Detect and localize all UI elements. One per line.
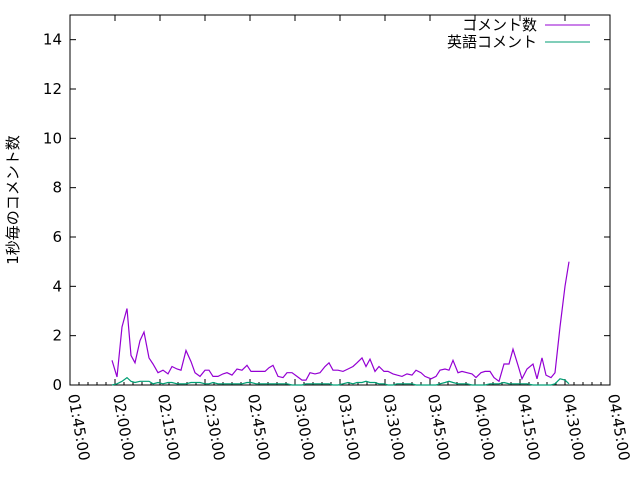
- x-tick-label: 04:15:00: [514, 393, 543, 462]
- y-tick-label: 12: [43, 80, 62, 98]
- y-axis-ticks: 0 2 4 6 8 10 12 14: [43, 31, 610, 394]
- series-lines: [111, 261, 570, 386]
- y-axis-label: 1秒毎のコメント数: [4, 135, 22, 265]
- y-tick-label: 2: [52, 327, 62, 345]
- x-tick-label: 04:00:00: [469, 393, 498, 462]
- x-tick-label: 04:30:00: [559, 393, 588, 462]
- y-tick-label: 10: [43, 129, 62, 147]
- x-tick-label: 02:45:00: [244, 393, 273, 462]
- series-line-1: [111, 376, 570, 386]
- x-tick-label: 02:15:00: [154, 393, 183, 462]
- x-tick-label: 03:15:00: [334, 393, 363, 462]
- x-tick-label: 02:30:00: [199, 393, 228, 462]
- legend-label-0: コメント数: [462, 16, 537, 34]
- plot-frame: [69, 14, 611, 386]
- x-axis-ticks: 01:45:00 02:00:00 02:15:00 02:30:00 02:45:00…: [64, 15, 633, 462]
- legend: コメント数 英語コメント: [447, 16, 590, 51]
- x-tick-label: 03:00:00: [289, 393, 318, 462]
- y-tick-label: 4: [52, 277, 62, 295]
- y-tick-label: 14: [43, 31, 62, 49]
- y-tick-label: 6: [52, 228, 62, 246]
- y-tick-label: 0: [52, 376, 62, 394]
- x-tick-label: 04:45:00: [604, 393, 633, 462]
- x-tick-label: 03:45:00: [424, 393, 453, 462]
- x-tick-label: 02:00:00: [109, 393, 138, 462]
- y-tick-label: 8: [52, 179, 62, 197]
- legend-label-1: 英語コメント: [447, 33, 537, 51]
- x-tick-label: 03:30:00: [379, 393, 408, 462]
- x-tick-label: 01:45:00: [64, 393, 93, 462]
- series-line-0: [111, 261, 570, 383]
